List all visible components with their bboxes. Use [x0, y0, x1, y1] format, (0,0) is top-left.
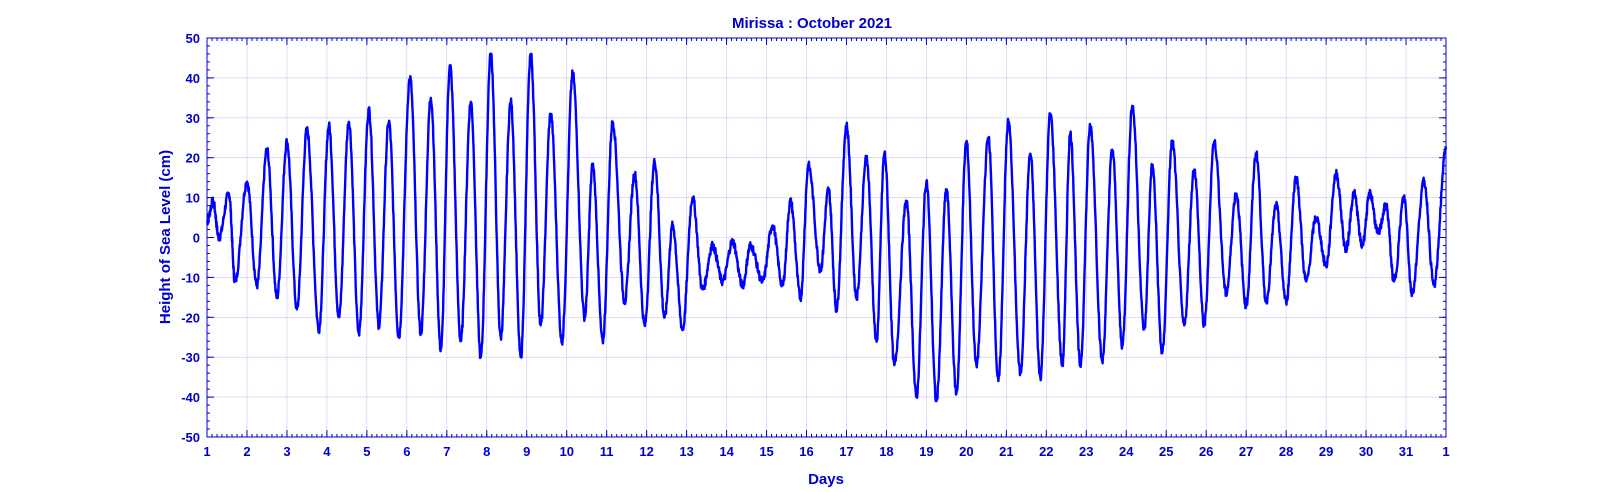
y-tick-label: 0 [193, 231, 200, 246]
y-tick-label: 10 [186, 191, 200, 206]
x-tick-label: 10 [559, 444, 573, 459]
x-tick-label: 3 [283, 444, 290, 459]
y-tick-label: -20 [181, 310, 200, 325]
x-tick-label: 7 [443, 444, 450, 459]
x-tick-label: 27 [1239, 444, 1253, 459]
x-tick-label: 22 [1039, 444, 1053, 459]
plot-frame [206, 37, 1447, 438]
x-tick-label: 15 [759, 444, 773, 459]
x-tick-label: 1 [1442, 444, 1449, 459]
sea-level-series-line [206, 52, 1448, 403]
x-tick-labels: 1 2 3 4 5 6 7 8 9 10 11 12 13 14 15 16 17 18 19 20 21 22 23 24 2… [203, 444, 1449, 459]
y-tick-label: -50 [181, 430, 200, 445]
x-tick-label: 25 [1159, 444, 1173, 459]
x-tick-label: 2 [243, 444, 250, 459]
x-tick-label: 5 [363, 444, 370, 459]
y-tick-label: 30 [186, 111, 200, 126]
x-axis-label: Days [808, 471, 844, 488]
x-tick-label: 31 [1399, 444, 1413, 459]
y-tick-label: -30 [181, 350, 200, 365]
x-tick-label: 9 [523, 444, 530, 459]
y-tick-label: 20 [186, 151, 200, 166]
y-tick-label: -40 [181, 390, 200, 405]
y-tick-label: 40 [186, 71, 200, 86]
x-tick-label: 28 [1279, 444, 1293, 459]
x-tick-label: 4 [323, 444, 331, 459]
y-tick-label: 50 [186, 31, 200, 46]
x-tick-label: 6 [403, 444, 410, 459]
x-tick-label: 14 [719, 444, 734, 459]
x-tick-label: 29 [1319, 444, 1333, 459]
y-tick-label: -10 [181, 270, 200, 285]
chart-title: Mirissa : October 2021 [732, 15, 892, 32]
x-tick-label: 17 [839, 444, 853, 459]
x-tick-label: 12 [639, 444, 653, 459]
x-tick-label: 8 [483, 444, 490, 459]
x-tick-label: 24 [1119, 444, 1134, 459]
x-tick-label: 16 [799, 444, 813, 459]
x-tick-label: 26 [1199, 444, 1213, 459]
x-tick-label: 11 [600, 444, 614, 459]
x-tick-label: 18 [879, 444, 893, 459]
x-tick-label: 20 [959, 444, 973, 459]
x-tick-label: 23 [1079, 444, 1093, 459]
y-axis-label: Height of Sea Level (cm) [157, 150, 174, 324]
x-tick-label: 19 [919, 444, 933, 459]
x-tick-label: 21 [999, 444, 1013, 459]
x-tick-label: 1 [203, 444, 210, 459]
y-tick-labels: -50 -40 -30 -20 -10 0 10 20 30 40 50 [181, 31, 200, 445]
x-tick-label: 13 [679, 444, 693, 459]
x-tick-label: 30 [1359, 444, 1373, 459]
